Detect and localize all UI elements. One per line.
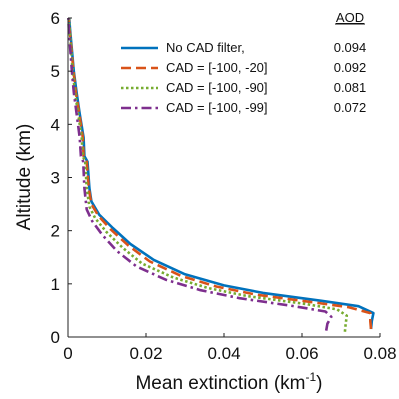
x-tick-label: 0 [63,344,72,363]
legend-aod-value-3: 0.081 [334,80,367,95]
x-tick-label: 0.04 [207,344,240,363]
legend-aod-value-2: 0.092 [334,60,367,75]
y-tick-label: 5 [51,62,60,81]
legend-aod-value-4: 0.072 [334,100,367,115]
y-tick-label: 1 [51,275,60,294]
y-axis-title: Altitude (km) [14,124,35,231]
x-tick-label: 0.08 [363,344,396,363]
legend-label-4: CAD = [-100, -99] [166,100,268,115]
axes: 0 0.02 0.04 0.06 0.08 0 1 2 3 4 5 6 [51,9,397,363]
series-line-1 [67,17,375,330]
y-tick-label: 6 [51,9,60,28]
legend-label-2: CAD = [-100, -20] [166,60,268,75]
y-tick-label: 2 [51,222,60,241]
y-tick-label: 0 [51,328,60,347]
x-axis-title: Mean extinction (km-1) [135,370,322,394]
x-axis-title-superscript: -1 [306,370,317,384]
y-tick-label: 4 [51,115,60,134]
x-axis-title-close: ) [316,373,322,394]
series-line-2 [67,17,373,330]
x-tick-label: 0.06 [285,344,318,363]
legend-label-3: CAD = [-100, -90] [166,80,268,95]
x-tick-label: 0.02 [129,344,162,363]
y-tick-label: 3 [51,169,60,188]
x-axis-title-main: Mean extinction (km [135,373,305,394]
plot-area [67,17,375,332]
legend: AOD No CAD filter, 0.094 CAD = [-100, -20] 0… [121,10,366,115]
legend-aod-header: AOD [336,10,364,25]
series-line-4 [67,17,333,331]
legend-label-1: No CAD filter, [166,40,245,55]
legend-aod-value-1: 0.094 [334,40,367,55]
